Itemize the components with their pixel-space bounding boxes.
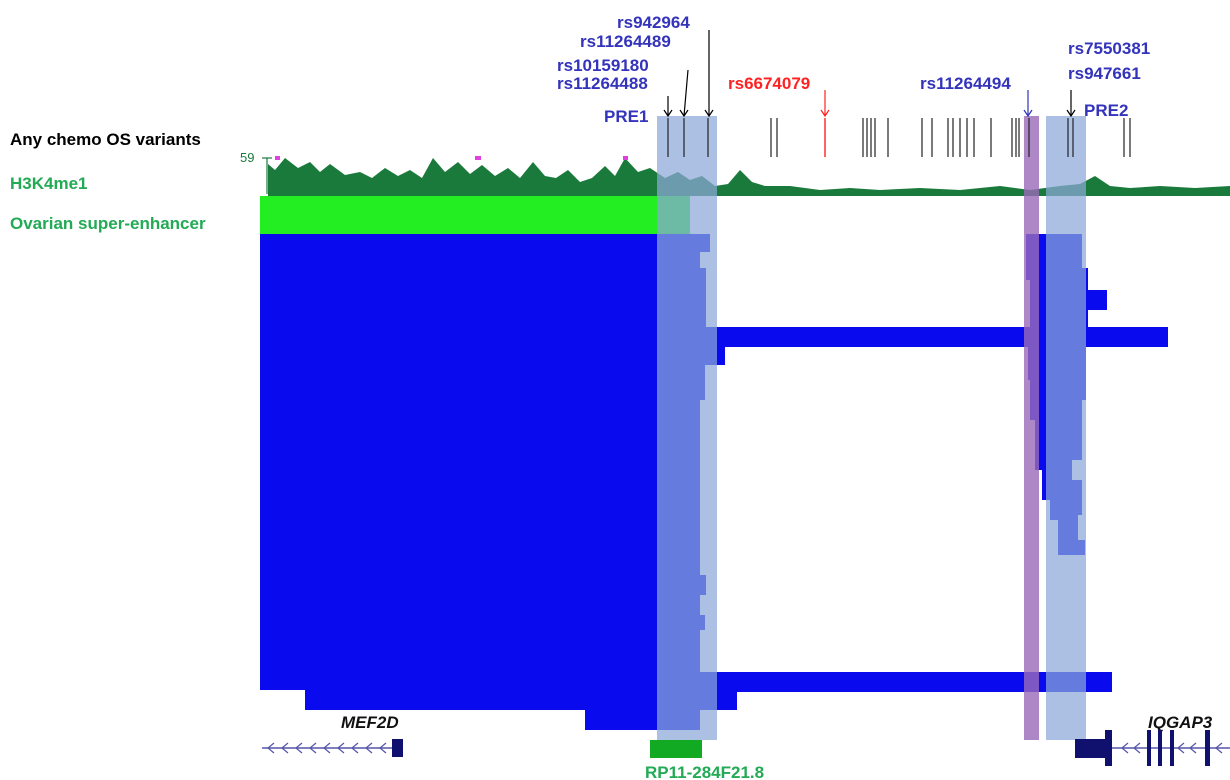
snp-label-rs6674079: rs6674079 [728,74,810,93]
pre2-band [1046,116,1086,740]
pre2-label: PRE2 [1084,101,1128,120]
gene-model-rp11 [650,740,702,758]
superenhancer-bar [260,196,690,234]
gene-model-mef2d [262,739,403,757]
h3k4me1-track-label: H3K4me1 [10,174,88,193]
snp-label-rs942964: rs942964 [617,13,690,32]
h3k4me1-scale-bar [262,157,272,194]
interaction-link-upper [700,327,1168,347]
interaction-link-lower [700,672,1112,692]
h3k4me1-peak-marks [275,156,628,160]
h3k4me1-signal [268,158,1230,196]
rs11264494-arrow [1023,90,1033,118]
snp-label-rs11264494: rs11264494 [920,74,1011,93]
rs11264494-band [1024,116,1039,740]
gene-label-mef2d: MEF2D [341,713,399,732]
gene-model-iqgap3 [1075,730,1230,766]
pre1-label: PRE1 [604,107,648,126]
interaction-block-left-lower [305,690,700,730]
variants-track-label: Any chemo OS variants [10,130,201,149]
rs6674079-arrow [820,90,830,118]
superenhancer-track-label: Ovarian super-enhancer [10,214,206,233]
variant-ticks [667,118,1131,157]
snp-label-rs11264489: rs11264489 [580,32,671,51]
snp-label-rs7550381: rs7550381 [1068,39,1150,58]
gene-label-rp11: RP11-284F21.8 [645,763,764,780]
snp-label-rs10159180: rs10159180 [557,56,649,75]
gene-label-iqgap3: IQGAP3 [1148,713,1213,732]
pre1-band [657,116,717,740]
snp-label-rs11264488: rs11264488 [557,74,648,93]
interaction-block-left [260,234,700,690]
snp-arrows [663,30,1076,118]
snp-label-rs947661: rs947661 [1068,64,1141,83]
h3k4me1-scale-max: 59 [240,150,254,165]
